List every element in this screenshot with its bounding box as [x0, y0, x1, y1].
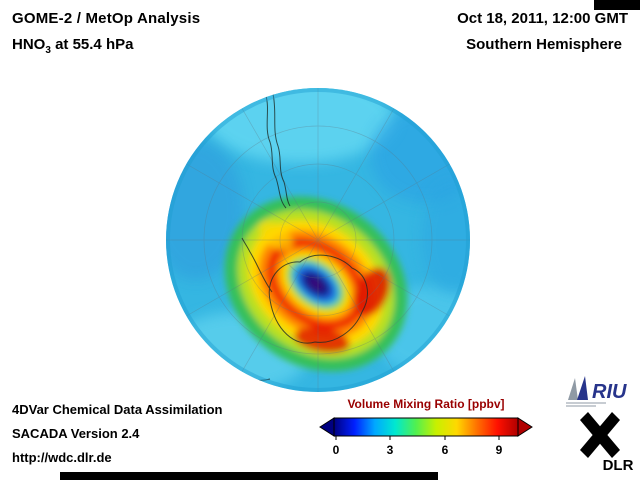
credits-block: 4DVar Chemical Data Assimilation SACADA … — [12, 398, 223, 470]
dlr-logo: DLR — [572, 404, 640, 479]
colorbar-left-arrow — [319, 417, 335, 437]
colorbar-gradient-bar — [333, 417, 519, 437]
colorbar-tick-9: 9 — [496, 443, 503, 457]
riu-logo: RIU — [562, 372, 638, 413]
black-bar-top-right — [594, 0, 640, 10]
credit-line-1: 4DVar Chemical Data Assimilation — [12, 402, 223, 417]
globe-limb — [166, 88, 470, 392]
riu-logo-lines — [566, 402, 606, 407]
graticule — [166, 88, 470, 392]
datetime-block: Oct 18, 2011, 12:00 GMT Southern Hemisph… — [457, 10, 628, 53]
colorbar-tick-0: 0 — [333, 443, 340, 457]
vortex-ring — [224, 196, 408, 372]
figure-subtitle: HNO3 at 55.4 hPa — [12, 36, 134, 56]
riu-logo-triangle-blue — [577, 376, 588, 400]
colorbar-title: Volume Mixing Ratio [ppbv] — [347, 397, 505, 411]
credit-line-2: SACADA Version 2.4 — [12, 426, 140, 441]
colorbar-tick-marks — [335, 436, 500, 440]
figure-title: GOME-2 / MetOp Analysis — [12, 10, 201, 27]
colorbar-tick-6: 6 — [442, 443, 449, 457]
black-bar-bottom — [60, 472, 438, 480]
colorbar-tick-3: 3 — [387, 443, 394, 457]
riu-logo-triangle-grey — [568, 378, 578, 400]
colorbar-right-arrow — [517, 417, 533, 437]
colorbar: Volume Mixing Ratio [ppbv] 0 3 6 9 — [318, 397, 534, 460]
colorbar-scale: 0 3 6 9 — [319, 417, 533, 457]
hemisphere-label: Southern Hemisphere — [466, 36, 622, 53]
credit-url: http://wdc.dlr.de — [12, 450, 112, 465]
title-block: GOME-2 / MetOp Analysis HNO3 at 55.4 hPa — [12, 10, 200, 56]
riu-logo-text: RIU — [592, 381, 627, 403]
dlr-logo-mark — [580, 412, 620, 458]
date-label: Oct 18, 2011, 12:00 GMT — [457, 10, 628, 27]
dlr-logo-text: DLR — [603, 457, 634, 474]
